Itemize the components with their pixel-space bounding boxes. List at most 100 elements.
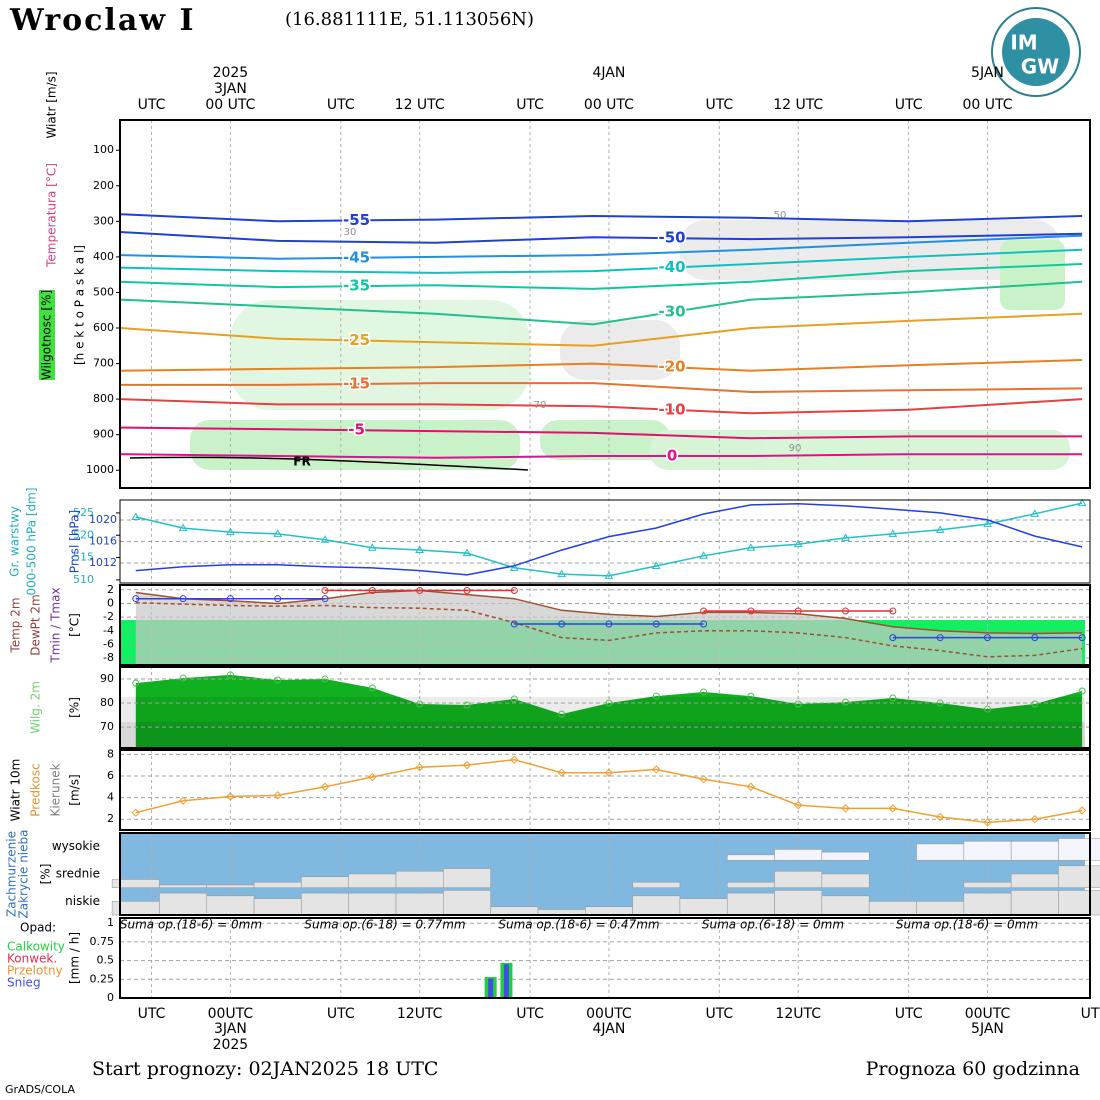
y-tick-label: 1020 [89,513,117,526]
x-tick-label: UTC [705,1006,733,1022]
legend-entry: Calkowity [7,940,65,954]
y-axis-caption: Temperatura [°C] [45,163,59,268]
legend-entry: Konwek. [7,952,57,966]
y-axis-caption: Wilg. 2m [29,681,43,734]
panel-frame [119,917,1091,999]
point-marker [226,792,235,801]
cloud-bar [206,884,255,888]
y-tick-label: 0.5 [97,954,115,967]
point-marker [889,694,897,702]
point-marker [842,607,850,615]
point-marker [463,586,471,594]
isotherm-label: 0 [667,447,677,465]
point-marker [462,760,472,770]
point-marker [178,523,188,532]
point-marker [226,671,234,679]
isotherm [120,382,1083,394]
top-date-label: 4JAN [593,65,626,81]
isotherm-label: -40 [658,258,685,276]
y-axis-caption: [%] [39,864,53,885]
point-marker [983,519,992,528]
point-marker [841,804,850,813]
point-marker [747,607,755,615]
point-marker [652,692,660,700]
y-tick-label: 2 [107,812,114,825]
cloud-bar [159,884,207,888]
precip-sum: Suma op.(18-6) = 0mm [896,918,1038,932]
cloud-bar [348,892,397,916]
top-date-label: 5JAN [971,65,1004,81]
point-marker [321,586,329,594]
y-tick-label: 500 [93,285,114,298]
point-marker [510,695,518,703]
y-tick-label: 100 [93,143,114,156]
point-marker [462,548,472,557]
top-tick-label: UTC [138,97,166,113]
point-marker [131,808,140,817]
isotherm-label: -25 [343,331,370,349]
cloud-bar [916,901,965,916]
precip-sum: Suma op.(18-6) = 0mm [120,918,262,932]
cloud-bar [1058,838,1100,861]
cloud-bar [868,901,917,916]
y-tick-label: 4 [107,791,114,804]
point-marker [746,543,756,551]
y-tick-label: 300 [93,214,114,227]
x-tick-label: UT [1081,1006,1100,1022]
humidity-band [120,722,1085,748]
humidity-area [650,430,1070,470]
humidity-contour-label: 70 [534,400,547,411]
humidity-area [680,220,1060,280]
y-axis-caption: Tmin / Tmax [49,587,63,663]
point-marker [699,774,708,784]
top-tick-label: UTC [516,97,544,113]
top-date-label: 3JAN [214,81,247,97]
point-marker [178,796,188,806]
humidity-area [540,420,670,460]
y-axis-caption: [h e k t o P a s k a l] [73,245,87,365]
y-tick-label: 1 [107,916,114,929]
y-tick-label: 0 [107,991,114,1004]
y-axis-caption: [%] [68,697,82,718]
cloud-bar [395,892,444,916]
y-tick-label: -2 [103,610,114,623]
point-marker [273,529,283,537]
point-marker [746,782,756,791]
point-marker [841,533,850,541]
y-tick-label: 520 [73,528,94,541]
x-date-label: 2025 [213,1037,249,1053]
cloud-bar [774,849,823,861]
y-axis-caption: Gr. warstwy [8,506,22,577]
point-marker [935,812,945,822]
point-marker [888,529,898,537]
point-marker [415,545,425,553]
isotherm-label: -5 [348,421,365,439]
top-tick-label: 00 UTC [584,97,634,113]
x-tick-label: 00UTC [965,1006,1011,1022]
point-marker [1078,687,1086,695]
humidity-band [120,697,1085,748]
point-marker [605,620,613,628]
point-marker [983,818,992,827]
cloud-bar [726,881,775,888]
panel-frame [119,749,1091,831]
panel-frame [119,584,1091,666]
top-date-label: 2025 [213,65,249,81]
cloud-bar [1058,890,1100,916]
cloud-bar [253,898,302,916]
humidity-area [560,320,680,380]
top-tick-label: UTC [327,97,355,113]
point-marker [888,804,898,813]
logo: IM GW [991,7,1081,97]
point-marker [274,676,282,684]
point-marker [604,571,614,579]
humidity-contour-label: 50 [774,210,787,221]
cloud-bar [632,895,681,916]
front-line [129,456,529,471]
point-marker [747,692,755,700]
isotherm-label: -35 [343,277,370,295]
cloud-bar [963,892,1012,916]
point-marker [889,634,897,642]
point-marker [605,699,613,707]
cloud-bar [679,898,728,916]
